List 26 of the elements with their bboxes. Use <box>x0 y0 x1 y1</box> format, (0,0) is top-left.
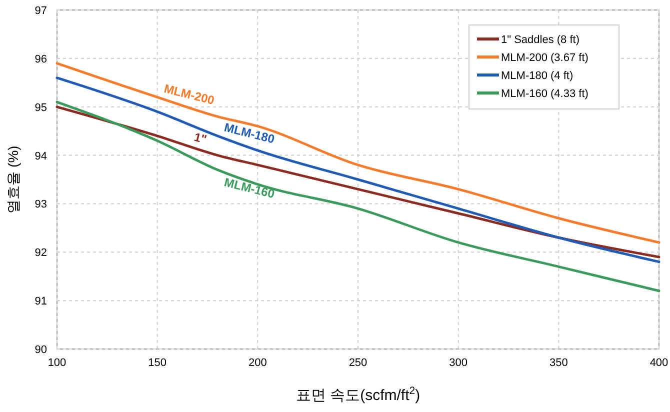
x-tick-label: 100 <box>48 357 66 369</box>
legend-label: MLM-200 (3.67 ft) <box>501 52 588 64</box>
y-tick-label: 94 <box>34 150 47 162</box>
line-series <box>56 62 660 244</box>
legend-label: 1" Saddles (8 ft) <box>501 34 580 46</box>
x-tick-label: 250 <box>348 357 368 369</box>
y-tick-label: 91 <box>34 296 47 308</box>
y-tick-label: 96 <box>34 53 47 66</box>
y-tick-label: 97 <box>34 5 47 17</box>
y-tick-label: 95 <box>34 102 47 114</box>
x-axis-title: 표면 속도(scfm/ft$^{2}$) <box>296 385 420 404</box>
x-tick-label: 350 <box>549 357 568 369</box>
annotation: MLM-200 <box>162 82 216 108</box>
y-tick-label: 93 <box>34 198 47 211</box>
annotation: 1" <box>192 130 208 147</box>
x-tick-label: 400 <box>650 357 668 369</box>
annotation: MLM-160 <box>222 175 276 202</box>
x-tick-label: 200 <box>248 357 267 369</box>
y-axis-title: 열효율 (%) <box>5 146 21 214</box>
legend-label: MLM-180 (4 ft) <box>501 70 574 82</box>
legend-label: MLM-160 (4.33 ft) <box>501 88 588 100</box>
annotation: MLM-180 <box>222 120 276 146</box>
x-tick-label: 150 <box>148 357 167 369</box>
y-tick-label: 90 <box>34 344 47 356</box>
y-tick-label: 92 <box>34 247 47 260</box>
x-tick-label: 300 <box>449 357 468 369</box>
